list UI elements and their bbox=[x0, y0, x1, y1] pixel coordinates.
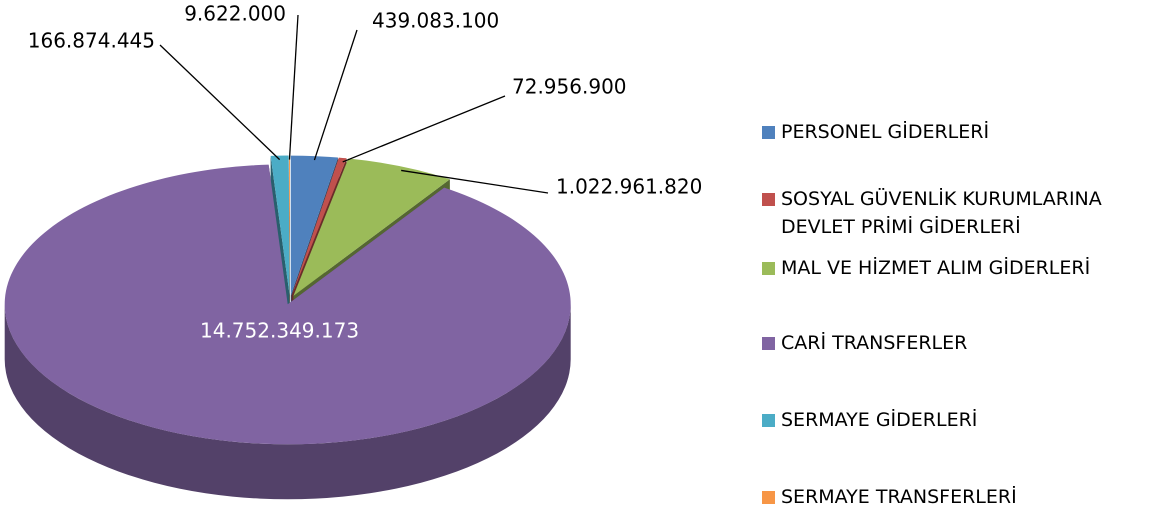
legend-label: SOSYAL GÜVENLİK KURUMLARINA DEVLET PRİMİ… bbox=[781, 188, 1102, 238]
legend-label: PERSONEL GİDERLERİ bbox=[781, 121, 990, 143]
data-label: 166.874.445 bbox=[28, 29, 155, 53]
leader-line bbox=[313, 29, 358, 161]
legend-item: PERSONEL GİDERLERİ bbox=[762, 118, 1152, 146]
slice-side bbox=[4, 304, 571, 500]
legend-swatch bbox=[762, 262, 775, 275]
legend-swatch bbox=[762, 337, 775, 350]
leader-line bbox=[159, 44, 281, 161]
legend-swatch bbox=[762, 193, 775, 206]
legend-label: SERMAYE GİDERLERİ bbox=[781, 409, 978, 431]
slice bbox=[290, 155, 338, 296]
leader-line bbox=[342, 95, 506, 163]
legend-swatch bbox=[762, 126, 775, 139]
legend-item: SERMAYE GİDERLERİ bbox=[762, 406, 1152, 434]
slice bbox=[4, 164, 571, 445]
slice bbox=[291, 157, 347, 296]
data-label: 439.083.100 bbox=[372, 9, 499, 33]
legend: PERSONEL GİDERLERİ SOSYAL GÜVENLİK KURUML… bbox=[762, 0, 1152, 517]
legend-item: CARİ TRANSFERLER bbox=[762, 329, 1152, 357]
slice bbox=[288, 155, 290, 296]
data-label: 14.752.349.173 bbox=[200, 319, 359, 343]
leader-line bbox=[288, 14, 299, 160]
legend-swatch bbox=[762, 414, 775, 427]
legend-label: SERMAYE TRANSFERLERİ bbox=[781, 486, 1017, 508]
legend-swatch bbox=[762, 491, 775, 504]
data-label: 72.956.900 bbox=[512, 75, 627, 99]
slice-wall bbox=[288, 155, 290, 351]
slice bbox=[270, 155, 290, 296]
legend-item: MAL VE HİZMET ALIM GİDERLERİ bbox=[762, 254, 1152, 282]
legend-label: MAL VE HİZMET ALIM GİDERLERİ bbox=[781, 257, 1091, 279]
chart: 439.083.100 72.956.900 1.022.961.820 14.752… bbox=[4, 2, 702, 500]
legend-item: SOSYAL GÜVENLİK KURUMLARINA DEVLET PRİMİ… bbox=[762, 185, 1152, 241]
legend-label: CARİ TRANSFERLER bbox=[781, 332, 968, 354]
legend-item: SERMAYE TRANSFERLERİ bbox=[762, 483, 1152, 511]
slice bbox=[293, 158, 450, 296]
data-label: 1.022.961.820 bbox=[556, 175, 702, 199]
data-label: 9.622.000 bbox=[184, 2, 286, 26]
leader-line bbox=[401, 169, 549, 194]
